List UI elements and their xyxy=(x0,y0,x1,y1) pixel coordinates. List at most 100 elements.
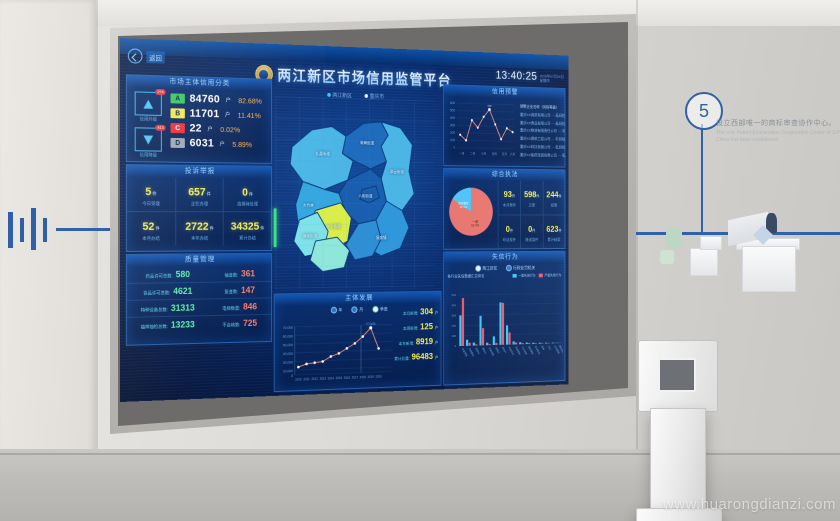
kiosk-base xyxy=(636,508,722,521)
cell-label: 立案 xyxy=(528,202,536,208)
grade-row: A 84760 户 82.68% xyxy=(170,92,268,106)
svg-text:60,000: 60,000 xyxy=(283,335,293,339)
map-label-6: 水土街道 xyxy=(326,223,341,229)
failure-chart-header: 各行业失信数据汇总排名 一般失信行为 严重失信行为 xyxy=(444,271,564,280)
development-stat-row: 本周新增: 125 户 xyxy=(393,322,438,332)
cell-value: 52 xyxy=(142,220,155,233)
svg-text:40,000: 40,000 xyxy=(283,352,293,356)
map-region-yulin xyxy=(310,237,349,272)
clock: 13:40:25 2020年07月09日 星期四 xyxy=(496,68,564,83)
cell-label: 结案 xyxy=(550,202,558,208)
stat-unit: 户 xyxy=(434,340,439,345)
warning-panel: 信用预警 600 500 400 300 200 100 0 xyxy=(443,84,568,168)
svg-text:400: 400 xyxy=(450,116,455,120)
quality-value: 147 xyxy=(241,285,255,295)
svg-text:70,508: 70,508 xyxy=(366,322,376,326)
enforcement-panel: 综合执法 简易程序 26.1% 一般 62.4% 93件 本月案件 xyxy=(443,167,566,250)
enforcement-cell: 93件 本月案件 xyxy=(497,180,521,215)
map-region-shuitu xyxy=(310,203,351,251)
map-accent-bar xyxy=(273,208,277,248)
development-tab-2[interactable]: 季度 xyxy=(372,305,388,313)
enforcement-cell: 623件 累计结案 xyxy=(542,215,565,249)
back-arrow-icon xyxy=(127,48,143,64)
svg-text:2010: 2010 xyxy=(295,378,302,382)
quality-label: 不合格数: xyxy=(222,322,241,328)
development-tab-0[interactable]: 年 xyxy=(330,306,342,314)
cell-value: 657 xyxy=(188,186,206,199)
radio-icon xyxy=(364,94,368,98)
wall-mark xyxy=(31,208,36,250)
iso-block xyxy=(700,236,722,250)
dashboard-screen[interactable]: 返回 两江新区市场信用监管平台 两江新区 重庆市 xyxy=(120,38,569,402)
grade-unit-c: 户 xyxy=(207,126,213,133)
warning-list-item[interactable]: 重庆XX建筑工程公司 ··· 中风险 xyxy=(519,136,566,142)
cell-label: 正在办理 xyxy=(191,201,209,207)
svg-text:建筑业: 建筑业 xyxy=(481,347,487,355)
svg-text:2019: 2019 xyxy=(368,375,374,379)
svg-text:公共管理: 公共管理 xyxy=(553,345,560,355)
failure-toggle-0-label: 两江新区 xyxy=(482,265,498,271)
svg-text:30,000: 30,000 xyxy=(283,361,293,365)
credit-downgrade-label: 信用降级 xyxy=(139,152,158,158)
cell-unit: 件 xyxy=(536,193,540,199)
quality-value: 4621 xyxy=(173,285,193,297)
development-tab-1[interactable]: 月 xyxy=(351,306,363,314)
map-region-kangmei xyxy=(294,212,328,256)
arrow-up-icon: 276 xyxy=(134,89,166,116)
map-panel[interactable]: 礼嘉街道 人和街道 鸳鸯街道 翠云街道 大竹林 康美街道 水土街道 复盛镇 xyxy=(275,96,435,290)
warning-list-item[interactable]: 重庆XX物流有限责任公司 ··· 中风险 xyxy=(519,128,566,134)
stat-value: 96483 xyxy=(411,351,434,362)
complaints-cell: 34325件 累计办结 xyxy=(224,212,271,245)
complaints-panel: 投诉举报 5件 今日受理 657件 正在办理 0件 逾期待处理 xyxy=(125,164,272,252)
svg-text:信息技术: 信息技术 xyxy=(508,346,515,356)
cell-label: 本月案件 xyxy=(502,202,517,208)
complaints-cell: 2722件 本年办结 xyxy=(175,212,224,246)
svg-text:三月: 三月 xyxy=(481,152,486,156)
svg-text:2017: 2017 xyxy=(352,376,358,380)
svg-text:2011: 2011 xyxy=(303,377,309,381)
grade-row: B 11701 户 11.41% xyxy=(170,107,268,121)
warning-list-item[interactable]: 重庆XX食品有限公司 ··· 高风险 xyxy=(519,120,566,126)
cell-unit: 件 xyxy=(511,193,516,199)
warning-list-item[interactable]: 重庆XX科技发展公司 ··· 低风险 xyxy=(519,144,566,150)
quality-label: 食品许可总数: xyxy=(143,290,171,296)
development-panel: 主体发展 年 月 季度 70,000 60,000 xyxy=(273,290,442,393)
video-wall[interactable]: 返回 两江新区市场信用监管平台 两江新区 重庆市 xyxy=(88,14,636,434)
stat-unit: 户 xyxy=(434,325,439,330)
map-region-fushengzhen xyxy=(362,201,409,256)
credit-grade-panel: 市场主体信用分类 276 信用升级 xyxy=(125,74,272,164)
info-kiosk[interactable] xyxy=(628,340,748,521)
kiosk-screen[interactable] xyxy=(658,358,696,392)
map-region-shuangfeng xyxy=(346,220,381,260)
grade-unit-b: 户 xyxy=(225,112,231,119)
svg-text:62.4%: 62.4% xyxy=(471,224,479,228)
failure-panel: 失信行为 两江新区 行政处罚机关 各行业失信数据汇总排名 一般失信行为 严重失信… xyxy=(443,250,566,386)
grade-value-c: 22 xyxy=(189,122,202,135)
back-button[interactable]: 返回 xyxy=(127,48,165,64)
quality-label: 电梯数量: xyxy=(222,305,241,311)
cell-label: 本月办结 xyxy=(142,235,160,241)
region-map-svg[interactable] xyxy=(276,96,435,289)
cell-unit: 件 xyxy=(155,225,160,231)
grade-value-b: 11701 xyxy=(189,107,220,121)
warning-list-item[interactable]: 重庆XX商贸有限公司 ··· 高风险 xyxy=(519,112,566,118)
grade-pct-c: 0.02% xyxy=(220,124,241,134)
failure-toggle-1[interactable]: 行政处罚机关 xyxy=(505,264,535,272)
quality-label: 特种设备总数: xyxy=(140,307,168,313)
credit-downgrade-item[interactable]: 413 信用降级 xyxy=(134,124,166,158)
failure-toggle-0[interactable]: 两江新区 xyxy=(474,265,498,272)
grade-tag-b: B xyxy=(170,108,185,119)
cell-unit: 件 xyxy=(152,191,157,197)
grade-tag-c: C xyxy=(170,123,185,134)
cell-value: 93 xyxy=(503,189,512,199)
warning-list[interactable]: 预警企业名称（风险等级） 重庆XX商贸有限公司 ··· 高风险 重庆XX食品有限… xyxy=(518,101,568,161)
development-line-chart: 70,000 60,000 50,000 40,000 30,000 10,00… xyxy=(283,322,396,382)
enforcement-cell: 598件 立案 xyxy=(520,180,543,216)
stat-label: 本年新增: xyxy=(398,340,415,346)
legend-item-0: 一般失信行为 xyxy=(512,273,535,278)
warning-list-item[interactable]: 重庆XX医药连锁有限公司 ··· 低风险 xyxy=(519,152,566,158)
credit-upgrade-item[interactable]: 276 信用升级 xyxy=(134,89,166,122)
map-region-cuiyun xyxy=(381,122,414,211)
svg-text:2015: 2015 xyxy=(336,376,343,380)
